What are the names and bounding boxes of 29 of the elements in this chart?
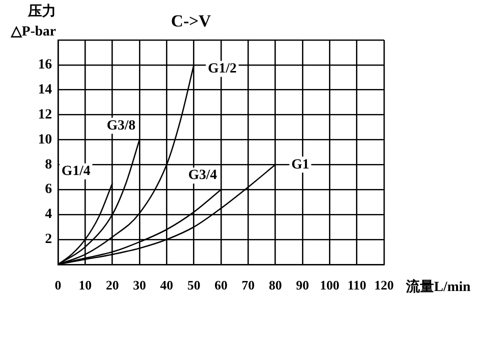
x-tick-label: 120 bbox=[374, 278, 394, 293]
y-tick-label: 16 bbox=[38, 58, 52, 73]
x-tick-label: 0 bbox=[54, 278, 62, 293]
series-label: G1/2 bbox=[208, 62, 237, 77]
y-tick-label: 8 bbox=[45, 157, 52, 172]
x-tick-label: 60 bbox=[214, 278, 228, 293]
y-tick-label: 14 bbox=[38, 82, 52, 98]
x-tick-label: 10 bbox=[78, 278, 92, 293]
y-axis-title: 压力 △P-bar bbox=[10, 4, 56, 40]
x-tick-label: 80 bbox=[268, 278, 282, 293]
y-tick-label: 4 bbox=[45, 207, 52, 222]
x-tick-label: 90 bbox=[296, 278, 309, 293]
series-label: G1 bbox=[291, 157, 310, 172]
y-tick-label: 6 bbox=[45, 182, 52, 198]
y-tick-label: 2 bbox=[45, 232, 52, 248]
x-tick-label: 70 bbox=[242, 278, 255, 293]
x-tick-label: 40 bbox=[160, 278, 174, 293]
x-tick-label: 30 bbox=[133, 278, 146, 293]
series-label: G3/4 bbox=[188, 168, 217, 184]
series-label: G1/4 bbox=[62, 164, 90, 179]
y-tick-label: 10 bbox=[38, 132, 52, 148]
x-axis-title: 流量L/min bbox=[405, 278, 471, 296]
series-label: G3/8 bbox=[106, 118, 136, 134]
x-tick-label: 50 bbox=[187, 278, 200, 293]
chart-title: C->V bbox=[171, 11, 212, 30]
x-tick-label: 20 bbox=[106, 278, 119, 293]
x-tick-label: 110 bbox=[347, 278, 366, 293]
y-tick-label: 12 bbox=[38, 107, 52, 122]
x-tick-label: 100 bbox=[320, 278, 340, 293]
